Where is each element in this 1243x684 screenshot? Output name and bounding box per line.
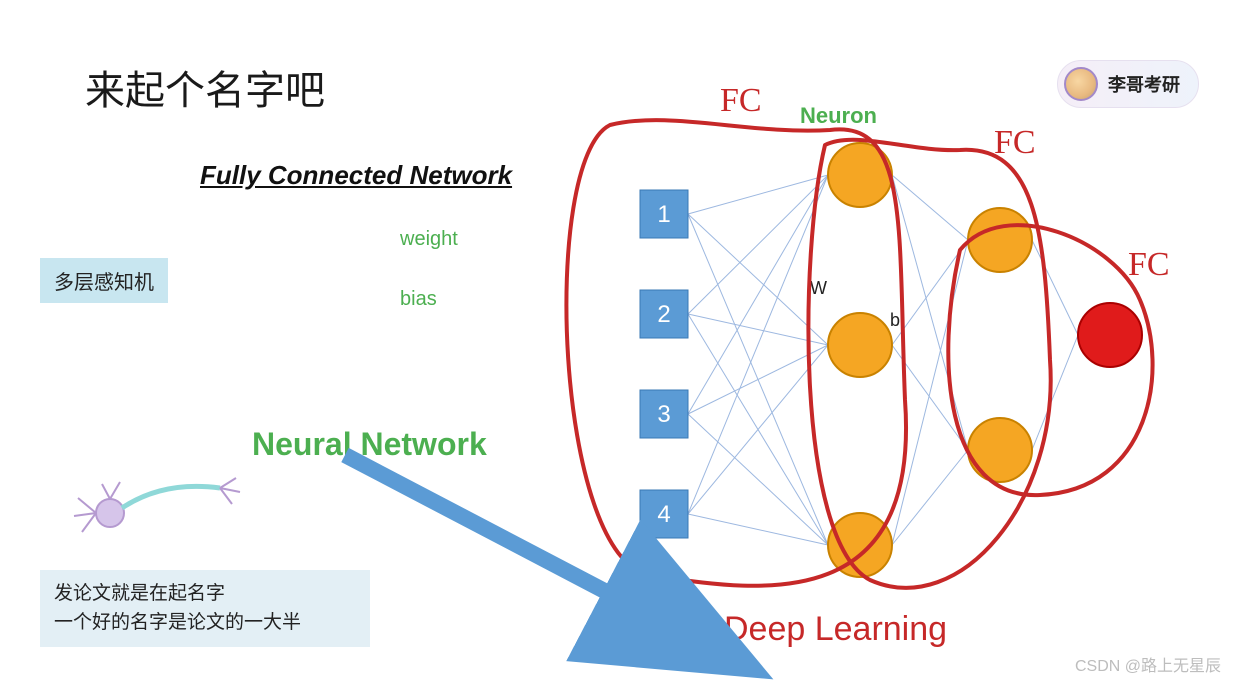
svg-text:3: 3 xyxy=(657,401,670,428)
svg-text:2: 2 xyxy=(657,301,670,328)
svg-text:1: 1 xyxy=(657,201,670,228)
svg-text:4: 4 xyxy=(657,501,670,528)
diagram-svg: 1 2 3 4 xyxy=(0,0,1243,684)
